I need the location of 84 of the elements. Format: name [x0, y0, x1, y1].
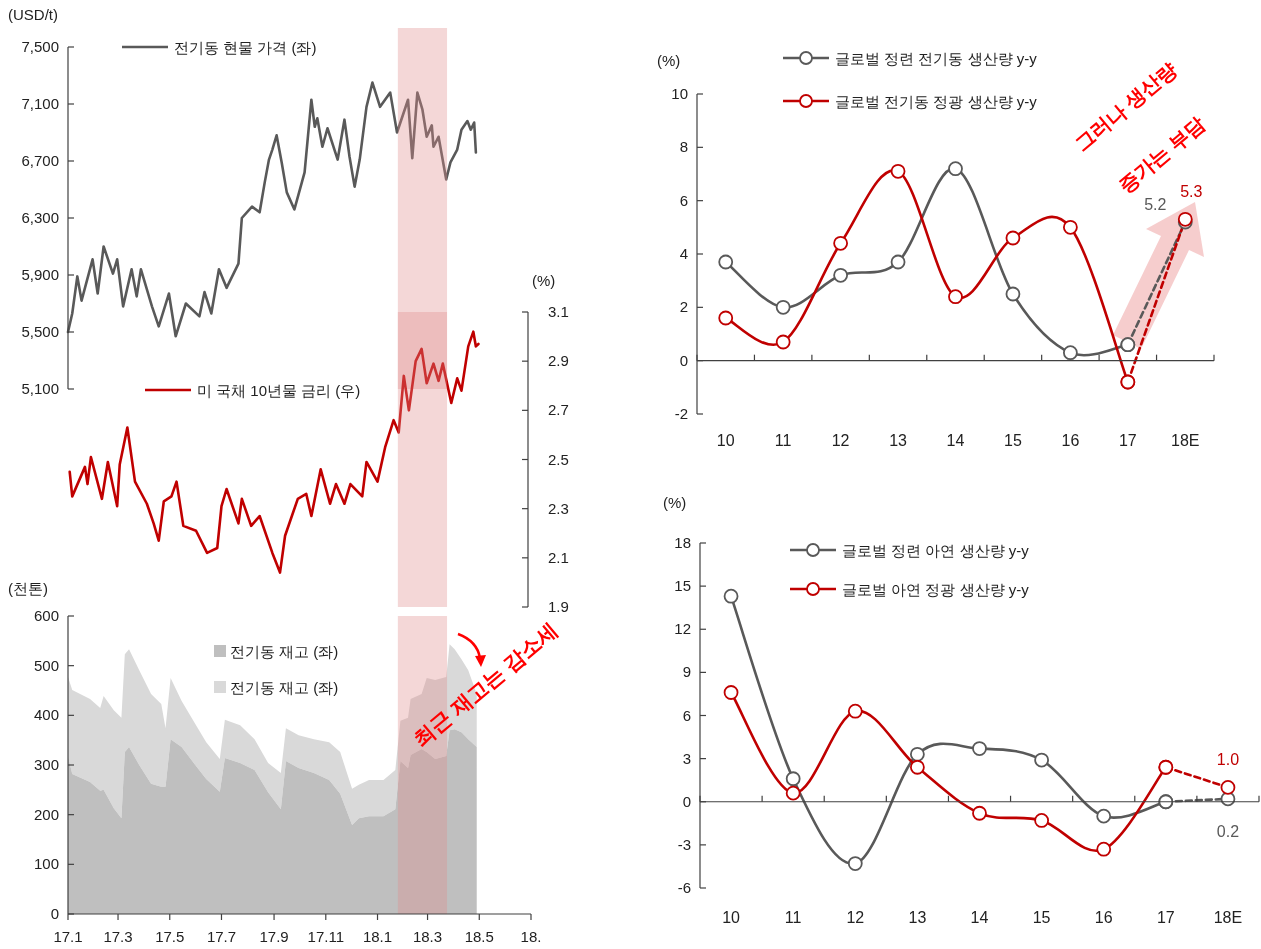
legend-label: 전기동 현물 가격 (좌) — [174, 39, 317, 56]
x-tick-label: 13 — [889, 432, 908, 449]
y-tick-label: 7,500 — [21, 38, 59, 55]
x-tick-label: 18.1 — [362, 928, 393, 945]
x-tick-label: 16 — [1061, 432, 1080, 449]
y-axis-title: (%) — [532, 272, 556, 289]
x-tick-label: 17 — [1156, 909, 1175, 926]
y-tick-label: 5,900 — [21, 266, 59, 283]
y-tick-label: 6 — [682, 706, 691, 724]
x-tick-label: 15 — [1004, 432, 1022, 449]
y-axis-title: (%) — [657, 52, 681, 69]
y-tick-label: 100 — [33, 855, 59, 873]
x-tick-label: 17.5 — [155, 928, 185, 945]
y-tick-label: 8 — [679, 138, 688, 156]
data-label: 1.0 — [1216, 751, 1240, 769]
y-tick-label: 200 — [33, 805, 59, 823]
legend-label: 글로벌 아연 정광 생산량 y-y — [842, 581, 1030, 598]
x-tick-label: 17.9 — [259, 928, 289, 945]
y-tick-label: 18 — [674, 534, 691, 551]
x-tick-label: 16 — [1094, 909, 1113, 926]
x-tick-label: 11 — [774, 432, 792, 449]
data-label: 5.2 — [1144, 196, 1167, 213]
x-tick-label: 12 — [831, 432, 850, 449]
x-tick-label: 10 — [722, 909, 741, 926]
x-tick-label: 11 — [784, 909, 802, 926]
x-tick-label: 14 — [946, 432, 965, 449]
y-tick-label: 4 — [679, 245, 688, 262]
y-tick-label: -6 — [677, 879, 691, 896]
x-tick-label: 14 — [970, 909, 989, 926]
y-tick-label: 12 — [674, 620, 691, 638]
y-tick-label: 400 — [33, 706, 59, 724]
y-tick-label: 15 — [674, 577, 691, 595]
y-tick-label: 0 — [679, 351, 688, 369]
y-tick-label: 500 — [33, 656, 59, 674]
x-tick-label: 17 — [1118, 432, 1137, 449]
y-tick-label: 2.5 — [548, 450, 569, 468]
x-tick-label: 18. — [520, 928, 542, 945]
x-tick-label: 15 — [1032, 909, 1051, 926]
y-tick-label: 3.1 — [548, 303, 569, 320]
y-tick-label: -2 — [674, 405, 688, 422]
legend-label: 글로벌 전기동 정광 생산량 y-y — [835, 93, 1038, 110]
y-tick-label: 300 — [33, 756, 59, 773]
y-tick-label: 6,700 — [21, 152, 59, 169]
y-tick-label: 5,500 — [21, 323, 59, 340]
x-tick-label: 12 — [846, 909, 865, 926]
legend-label: 글로벌 정련 아연 생산량 y-y — [842, 542, 1030, 559]
legend-label: 글로벌 정련 전기동 생산량 y-y — [835, 50, 1038, 67]
legend-label: 미 국채 10년물 금리 (우) — [197, 382, 361, 399]
y-tick-label: 2 — [679, 298, 688, 316]
y-axis-title: (%) — [663, 494, 687, 511]
x-tick-label: 17.1 — [53, 928, 83, 945]
y-axis-title: (USD/t) — [8, 6, 58, 23]
y-tick-label: 5,100 — [21, 380, 59, 397]
y-tick-label: -3 — [677, 835, 691, 853]
x-tick-label: 18.3 — [412, 928, 443, 945]
legend: 전기동 현물 가격 (좌) — [122, 39, 317, 56]
y-tick-label: 0 — [50, 905, 59, 922]
legend-label: 전기동 재고 (좌) — [230, 679, 339, 696]
y-tick-label: 9 — [682, 663, 691, 681]
y-tick-label: 1.9 — [548, 598, 569, 615]
data-label: 5.3 — [1180, 183, 1203, 201]
y-tick-label: 10 — [671, 85, 688, 102]
y-tick-label: 0 — [682, 792, 691, 810]
y-tick-label: 6,300 — [21, 209, 59, 226]
x-tick-label: 17.11 — [307, 928, 345, 945]
y-tick-label: 6 — [679, 191, 688, 209]
x-tick-label: 18.5 — [464, 928, 494, 945]
x-tick-label: 18E — [1171, 432, 1200, 449]
x-tick-label: 18E — [1213, 909, 1243, 926]
y-tick-label: 2.3 — [548, 499, 569, 517]
x-tick-label: 13 — [908, 909, 927, 926]
y-axis-title: (천톤) — [8, 580, 48, 597]
data-label: 0.2 — [1216, 822, 1240, 840]
x-tick-label: 10 — [716, 432, 735, 449]
y-tick-label: 600 — [33, 607, 59, 624]
y-tick-label: 2.7 — [548, 401, 569, 419]
x-tick-label: 17.7 — [206, 928, 237, 945]
legend-label: 전기동 재고 (좌) — [230, 643, 339, 660]
legend: 미 국채 10년물 금리 (우) — [145, 382, 361, 399]
y-tick-label: 2.1 — [548, 548, 569, 566]
y-tick-label: 7,100 — [21, 95, 59, 112]
y-tick-label: 3 — [682, 749, 691, 767]
y-tick-label: 2.9 — [548, 352, 569, 370]
x-tick-label: 17.3 — [103, 928, 133, 945]
